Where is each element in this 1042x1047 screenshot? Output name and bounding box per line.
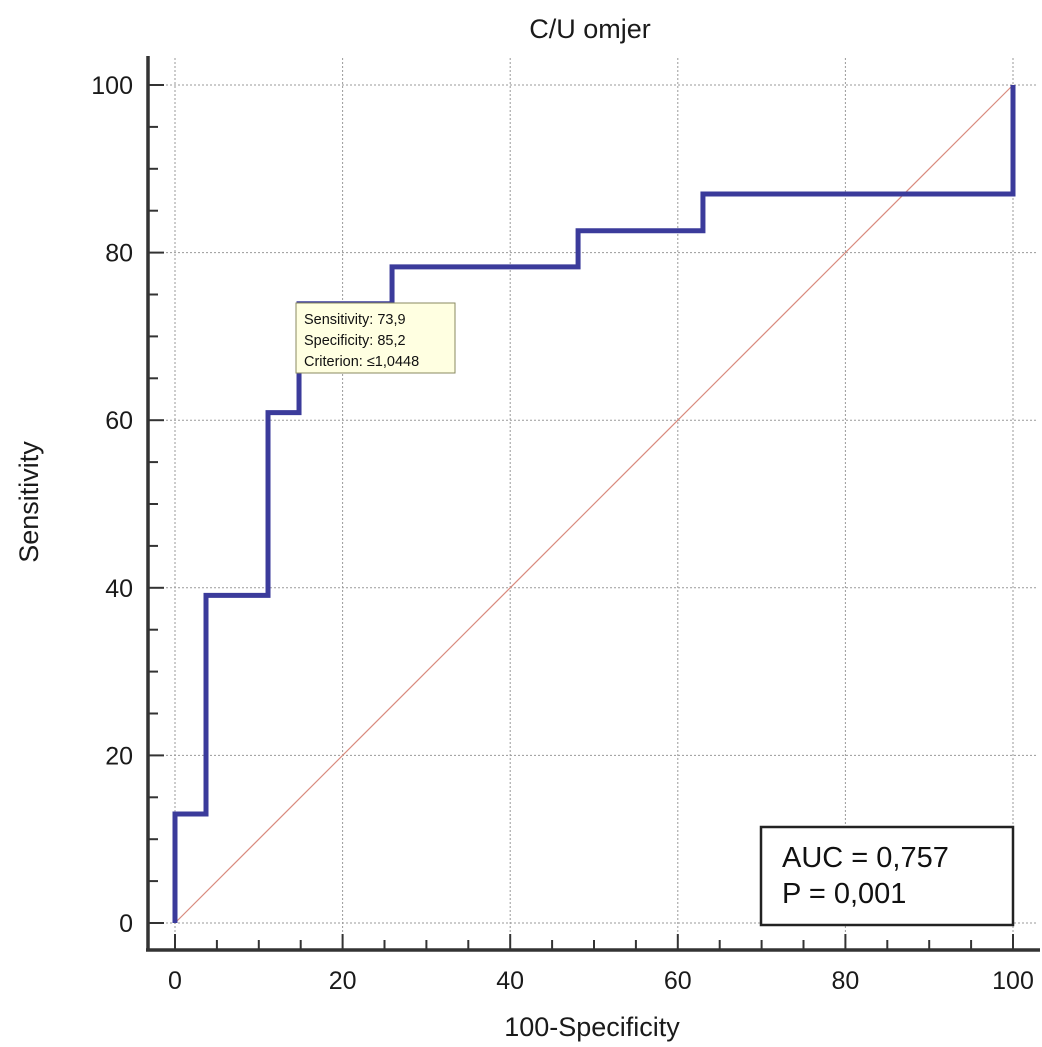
- y-tick-label: 100: [91, 72, 133, 100]
- chart-title: C/U omjer: [529, 14, 651, 44]
- stats-box-frame: [759, 825, 1015, 927]
- p-value: P = 0,001: [782, 878, 906, 910]
- x-tick-label: 80: [831, 967, 859, 995]
- x-tick-label: 0: [168, 967, 182, 995]
- y-tick-label: 80: [105, 240, 133, 268]
- auc-value: AUC = 0,757: [782, 842, 949, 874]
- grid: [150, 58, 1038, 948]
- x-tick-label: 100: [992, 967, 1034, 995]
- tooltip-criterion: Criterion: ≤1,0448: [304, 354, 419, 370]
- auc-stats-box: AUC = 0,757 P = 0,001: [759, 825, 1015, 927]
- x-tick-label: 20: [329, 967, 357, 995]
- axes: [146, 56, 1040, 952]
- y-tick-label: 60: [105, 407, 133, 435]
- y-tick-label: 20: [105, 742, 133, 770]
- tooltip-specificity: Specificity: 85,2: [304, 333, 406, 349]
- y-tick-label: 0: [119, 910, 133, 938]
- y-axis-ticks: 0 20 40 60 80 100: [91, 72, 164, 938]
- y-axis-label: Sensitivity: [14, 441, 44, 563]
- x-axis-ticks: 0 20 40 60 80 100: [168, 934, 1034, 995]
- x-tick-label: 60: [664, 967, 692, 995]
- tooltip-box: [295, 302, 456, 374]
- diagonal-reference-line: [174, 84, 1014, 924]
- x-tick-label: 40: [496, 967, 524, 995]
- criterion-tooltip: Sensitivity: 73,9 Specificity: 85,2 Crit…: [295, 302, 456, 374]
- y-tick-label: 40: [105, 575, 133, 603]
- tooltip-sensitivity: Sensitivity: 73,9: [304, 312, 406, 328]
- x-axis-label: 100-Specificity: [504, 1012, 680, 1042]
- reference-line: [174, 84, 1014, 924]
